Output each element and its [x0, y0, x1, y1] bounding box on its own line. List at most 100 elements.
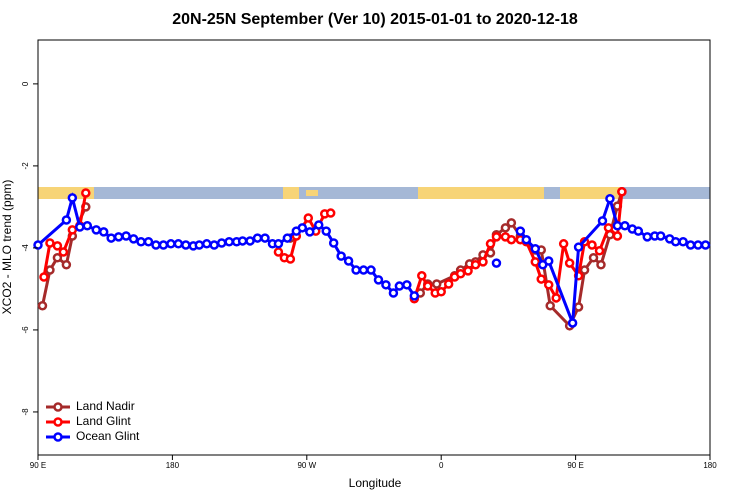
series-point — [515, 226, 526, 236]
x-tick-label: 0 — [439, 461, 444, 470]
series-point — [685, 240, 696, 250]
series-point — [52, 241, 63, 251]
series-point — [551, 293, 561, 303]
legend-label: Land Nadir — [76, 399, 135, 413]
series-point — [436, 287, 446, 297]
series-point — [209, 240, 219, 250]
series-point — [543, 256, 554, 266]
series-point — [521, 234, 532, 245]
legend-marker — [53, 402, 63, 412]
series-point — [75, 222, 85, 232]
series-point — [670, 237, 681, 247]
series-point — [633, 226, 644, 236]
series-point — [313, 220, 324, 230]
series-point — [113, 232, 124, 242]
legend-label: Ocean Glint — [76, 429, 140, 443]
series-point — [455, 268, 466, 279]
series-point — [530, 243, 541, 254]
legend-marker — [53, 417, 63, 427]
series-point — [579, 265, 590, 275]
x-tick-label: 90 E — [30, 461, 46, 470]
series-point — [573, 302, 584, 312]
series-point — [573, 242, 584, 252]
x-tick-label: 90 W — [297, 461, 316, 470]
series-point — [596, 259, 606, 270]
series-point — [282, 233, 293, 243]
series-point — [594, 246, 605, 256]
series-point — [194, 240, 205, 250]
series-point — [478, 257, 488, 267]
chart-title: 20N-25N September (Ver 10) 2015-01-01 to… — [172, 11, 578, 28]
series-point — [394, 281, 405, 291]
series-point — [417, 271, 427, 281]
series-point — [67, 225, 78, 235]
series-point — [564, 258, 575, 268]
series-point — [58, 247, 69, 257]
series-point — [351, 265, 361, 275]
series-point — [201, 239, 212, 249]
series-point — [588, 253, 599, 263]
series-point — [61, 215, 72, 225]
series-point — [485, 239, 496, 249]
series-point — [52, 253, 63, 263]
x-tick-label: 180 — [703, 461, 717, 470]
series-line — [37, 191, 706, 324]
series-point — [470, 259, 481, 270]
x-tick-label: 90 E — [567, 461, 583, 470]
series-point — [61, 259, 72, 270]
series-point — [343, 256, 354, 266]
series-point — [605, 193, 615, 204]
y-tick-label: -8 — [21, 408, 30, 416]
series-point — [543, 280, 554, 290]
series-point — [587, 240, 597, 250]
series-point — [373, 275, 384, 285]
series-point — [181, 240, 191, 250]
series-point — [693, 240, 703, 250]
series-point — [143, 237, 154, 247]
series-point — [128, 234, 139, 244]
series-point — [366, 265, 376, 275]
series-point — [617, 186, 627, 197]
series-point — [402, 280, 412, 290]
series-point — [260, 233, 270, 243]
series-point — [45, 238, 55, 248]
series-point — [567, 318, 578, 328]
y-axis-label: XCO2 - MLO trend (ppm) — [0, 180, 14, 315]
series-point — [463, 266, 473, 276]
series-point — [121, 231, 131, 241]
series-point — [612, 221, 623, 231]
series-point — [273, 239, 284, 249]
series-point — [409, 291, 420, 301]
series-point — [33, 240, 43, 250]
series-point — [45, 265, 55, 275]
series-point — [530, 257, 541, 267]
x-tick-label: 180 — [166, 461, 180, 470]
series-point — [39, 272, 49, 282]
series-point — [545, 300, 555, 311]
series-point — [328, 238, 339, 248]
series-point — [285, 254, 296, 264]
series-point — [388, 288, 399, 298]
series-point — [603, 223, 614, 233]
series-point — [336, 251, 346, 261]
series-point — [216, 238, 227, 248]
series-point — [491, 258, 502, 268]
series-point — [620, 221, 630, 231]
series-point — [303, 213, 314, 223]
series-point — [655, 231, 666, 241]
series-point — [245, 236, 255, 246]
series-point — [700, 240, 711, 250]
series-point — [612, 231, 623, 241]
series-point — [423, 281, 433, 291]
series-point — [321, 226, 331, 236]
series-point — [166, 239, 176, 249]
series-point — [536, 274, 547, 284]
series-point — [158, 240, 169, 250]
series-point — [273, 247, 284, 257]
series-point — [106, 233, 116, 243]
series-point — [381, 280, 391, 290]
x-axis-label: Longitude — [349, 476, 402, 490]
series-point — [642, 232, 653, 242]
y-tick-label: -2 — [21, 162, 30, 170]
